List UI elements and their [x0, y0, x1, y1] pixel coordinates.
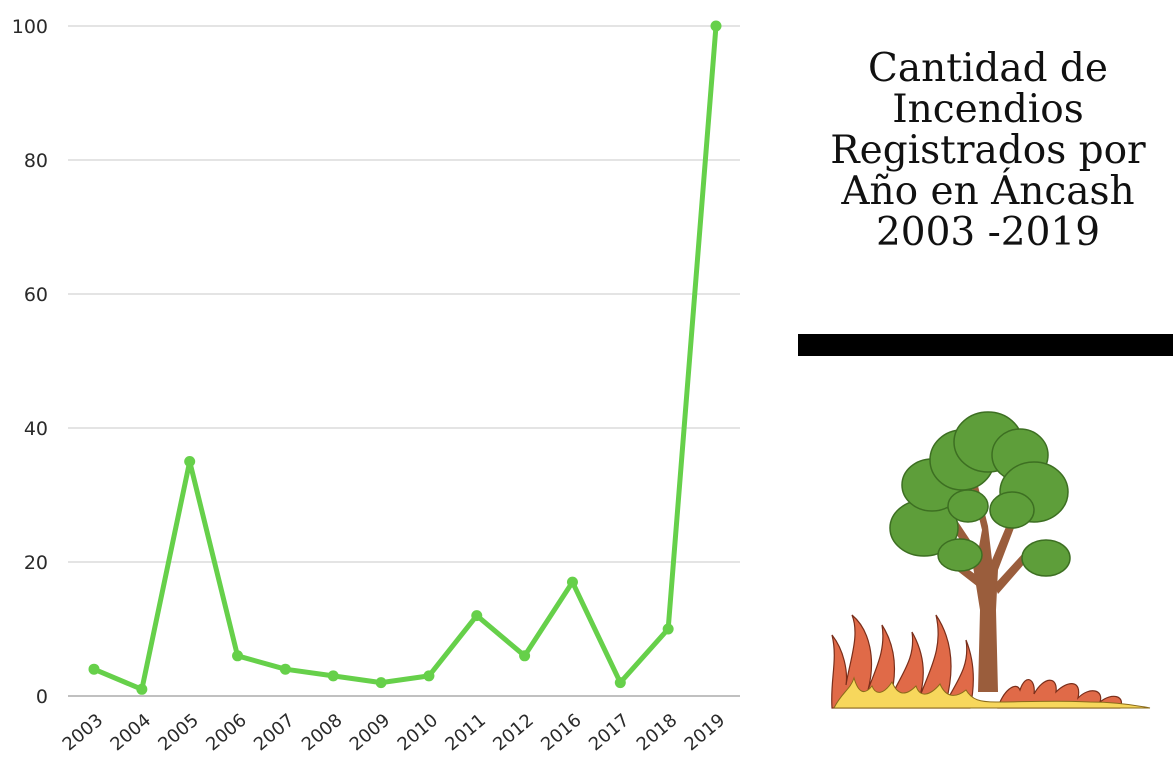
data-point	[375, 677, 387, 689]
x-tick-label: 2008	[298, 710, 347, 756]
x-tick-label: 2009	[346, 710, 395, 756]
x-tick-label: 2003	[59, 710, 108, 756]
data-point	[184, 456, 196, 467]
data-point	[88, 663, 100, 675]
y-tick-label: 20	[24, 552, 48, 574]
title-line-5: 2003 -2019	[875, 210, 1101, 255]
x-tick-label: 2006	[202, 710, 251, 756]
y-axis-ticks: 0 20 40 60 80 100	[12, 16, 48, 708]
y-tick-label: 40	[24, 418, 48, 440]
data-point	[327, 670, 339, 682]
y-tick-label: 0	[36, 686, 48, 708]
y-tick-label: 60	[24, 284, 48, 306]
x-tick-label: 2007	[250, 710, 299, 756]
x-tick-label: 2019	[681, 710, 730, 756]
data-point	[279, 663, 291, 675]
data-point	[519, 650, 531, 662]
chart-title: Cantidad de Incendios Registrados por Añ…	[808, 48, 1168, 253]
data-point	[136, 683, 148, 695]
data-point	[232, 650, 244, 662]
title-line-4: Año en Áncash	[841, 169, 1135, 214]
tree-foliage	[889, 411, 1071, 577]
x-tick-label: 2018	[633, 710, 682, 756]
title-line-3: Registrados por	[830, 128, 1146, 173]
data-point	[614, 677, 626, 689]
x-tick-label: 2012	[489, 710, 538, 756]
x-tick-label: 2016	[537, 710, 586, 756]
data-point	[710, 20, 722, 32]
line-chart: 0 20 40 60 80 100 2003 2004 2005 2006 2007 2008 200…	[12, 16, 740, 756]
gridlines	[68, 25, 740, 697]
data-point	[423, 670, 435, 682]
data-point	[662, 623, 674, 635]
x-axis-ticks: 2003 2004 2005 2006 2007 2008 2009 2010 2011 2012…	[59, 710, 730, 756]
burning-tree-icon	[831, 411, 1151, 709]
x-tick-label: 2004	[106, 710, 155, 756]
y-tick-label: 80	[24, 150, 48, 172]
y-tick-label: 100	[12, 16, 48, 38]
x-tick-label: 2017	[585, 710, 634, 756]
title-divider-bar	[798, 334, 1173, 356]
data-point	[471, 610, 483, 622]
flames	[831, 614, 1151, 709]
x-tick-label: 2010	[394, 710, 443, 756]
title-line-2: Incendios	[892, 87, 1084, 132]
data-point	[566, 576, 578, 588]
series-line	[91, 23, 719, 692]
series-incendios	[88, 20, 722, 695]
title-line-1: Cantidad de	[868, 46, 1108, 91]
x-tick-label: 2011	[441, 710, 490, 756]
x-tick-label: 2005	[154, 710, 203, 756]
